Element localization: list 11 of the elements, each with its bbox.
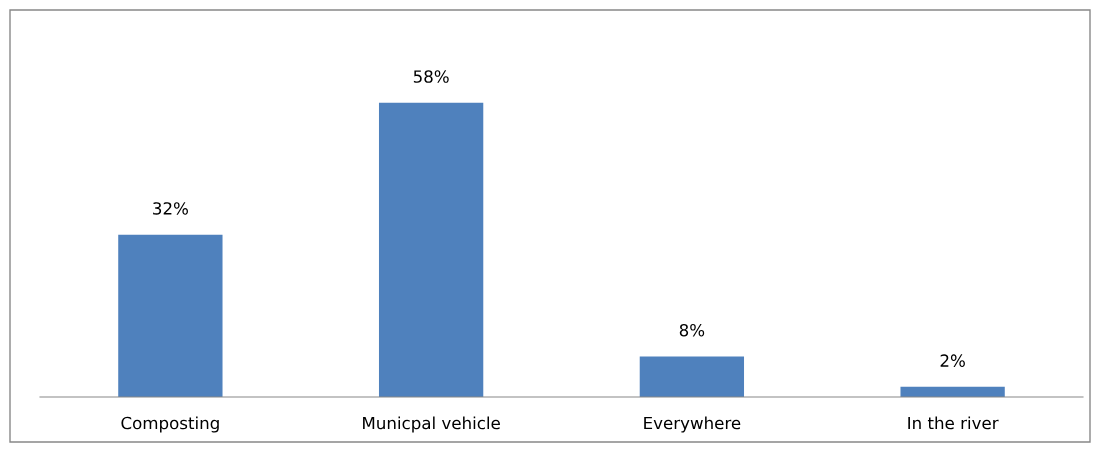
x-tick-label: Everywhere — [644, 416, 741, 433]
x-tick-label: In the river — [908, 416, 999, 430]
data-label: 58% — [413, 70, 449, 83]
x-tick-label: Municpal vehicle — [363, 416, 500, 433]
data-label: 32% — [153, 202, 188, 215]
bar — [378, 102, 484, 397]
data-label: 8% — [679, 323, 705, 337]
x-tick-label: Composting — [121, 416, 219, 433]
data-label: 2% — [940, 354, 965, 367]
bar — [639, 356, 745, 397]
bar — [118, 234, 223, 397]
